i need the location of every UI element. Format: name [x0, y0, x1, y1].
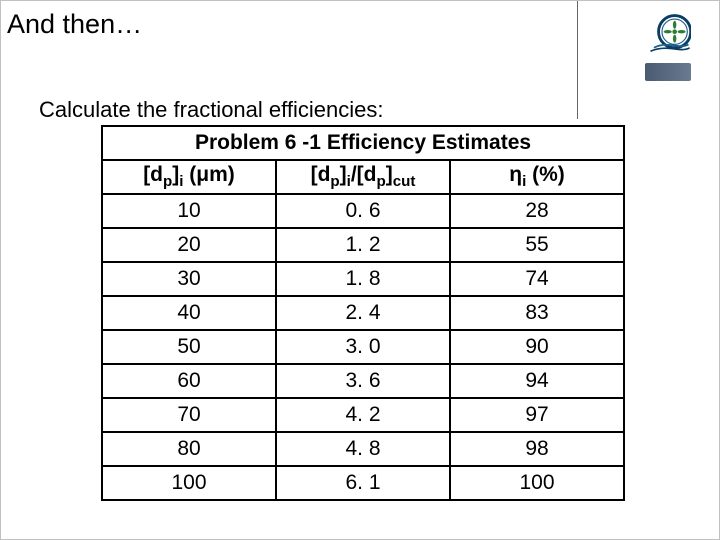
slide-title: And then…: [7, 9, 142, 40]
table-row: 704. 297: [102, 398, 624, 432]
table-caption: Problem 6 -1 Efficiency Estimates: [102, 126, 624, 160]
cell-dp: 30: [102, 262, 276, 296]
cell-ratio: 2. 4: [276, 296, 450, 330]
cell-eta: 97: [450, 398, 624, 432]
cell-eta: 90: [450, 330, 624, 364]
hdr-text: ]: [340, 163, 347, 186]
col-header-eta: ηi (%): [450, 160, 624, 194]
vertical-divider: [577, 1, 578, 119]
cell-ratio: 6. 1: [276, 466, 450, 500]
cell-dp: 10: [102, 194, 276, 228]
table-caption-row: Problem 6 -1 Efficiency Estimates: [102, 126, 624, 160]
cell-dp: 80: [102, 432, 276, 466]
col-header-ratio: [dp]i/[dp]cut: [276, 160, 450, 194]
col-header-dp: [dp]i (μm): [102, 160, 276, 194]
table-row: 402. 483: [102, 296, 624, 330]
table-row: 804. 898: [102, 432, 624, 466]
hdr-sub: cut: [393, 174, 416, 191]
table-row: 503. 090: [102, 330, 624, 364]
hdr-sub: p: [377, 174, 386, 191]
table-body: 100. 628 201. 255 301. 874 402. 483 503.…: [102, 194, 624, 500]
cell-dp: 50: [102, 330, 276, 364]
hdr-text: (μm): [183, 163, 234, 186]
cell-ratio: 3. 0: [276, 330, 450, 364]
hdr-text: /[d: [351, 163, 377, 186]
cell-dp: 20: [102, 228, 276, 262]
table-header-row: [dp]i (μm) [dp]i/[dp]cut ηi (%): [102, 160, 624, 194]
table-row: 201. 255: [102, 228, 624, 262]
cell-ratio: 4. 8: [276, 432, 450, 466]
cell-eta: 98: [450, 432, 624, 466]
slide-subtitle: Calculate the fractional efficiencies:: [39, 97, 383, 123]
cell-eta: 74: [450, 262, 624, 296]
cell-eta: 55: [450, 228, 624, 262]
table-row: 100. 628: [102, 194, 624, 228]
secondary-logo-icon: [645, 63, 691, 81]
hdr-sub: p: [330, 174, 339, 191]
cell-eta: 28: [450, 194, 624, 228]
hdr-text: ]: [386, 163, 393, 186]
cell-eta: 94: [450, 364, 624, 398]
epa-seal-icon: [633, 11, 691, 57]
cell-dp: 70: [102, 398, 276, 432]
cell-eta: 83: [450, 296, 624, 330]
hdr-text: [d: [311, 163, 331, 186]
cell-ratio: 4. 2: [276, 398, 450, 432]
cell-ratio: 1. 8: [276, 262, 450, 296]
cell-dp: 100: [102, 466, 276, 500]
table-row: 1006. 1100: [102, 466, 624, 500]
table-row: 301. 874: [102, 262, 624, 296]
cell-dp: 60: [102, 364, 276, 398]
cell-eta: 100: [450, 466, 624, 500]
cell-ratio: 3. 6: [276, 364, 450, 398]
cell-ratio: 1. 2: [276, 228, 450, 262]
hdr-text: [d: [143, 163, 163, 186]
efficiency-table: Problem 6 -1 Efficiency Estimates [dp]i …: [101, 125, 625, 501]
hdr-text: (%): [526, 163, 565, 186]
cell-ratio: 0. 6: [276, 194, 450, 228]
hdr-sub: p: [163, 174, 172, 191]
cell-dp: 40: [102, 296, 276, 330]
slide: And then… Calculate the fractional effic…: [0, 0, 720, 540]
table-row: 603. 694: [102, 364, 624, 398]
hdr-text: η: [509, 163, 522, 186]
